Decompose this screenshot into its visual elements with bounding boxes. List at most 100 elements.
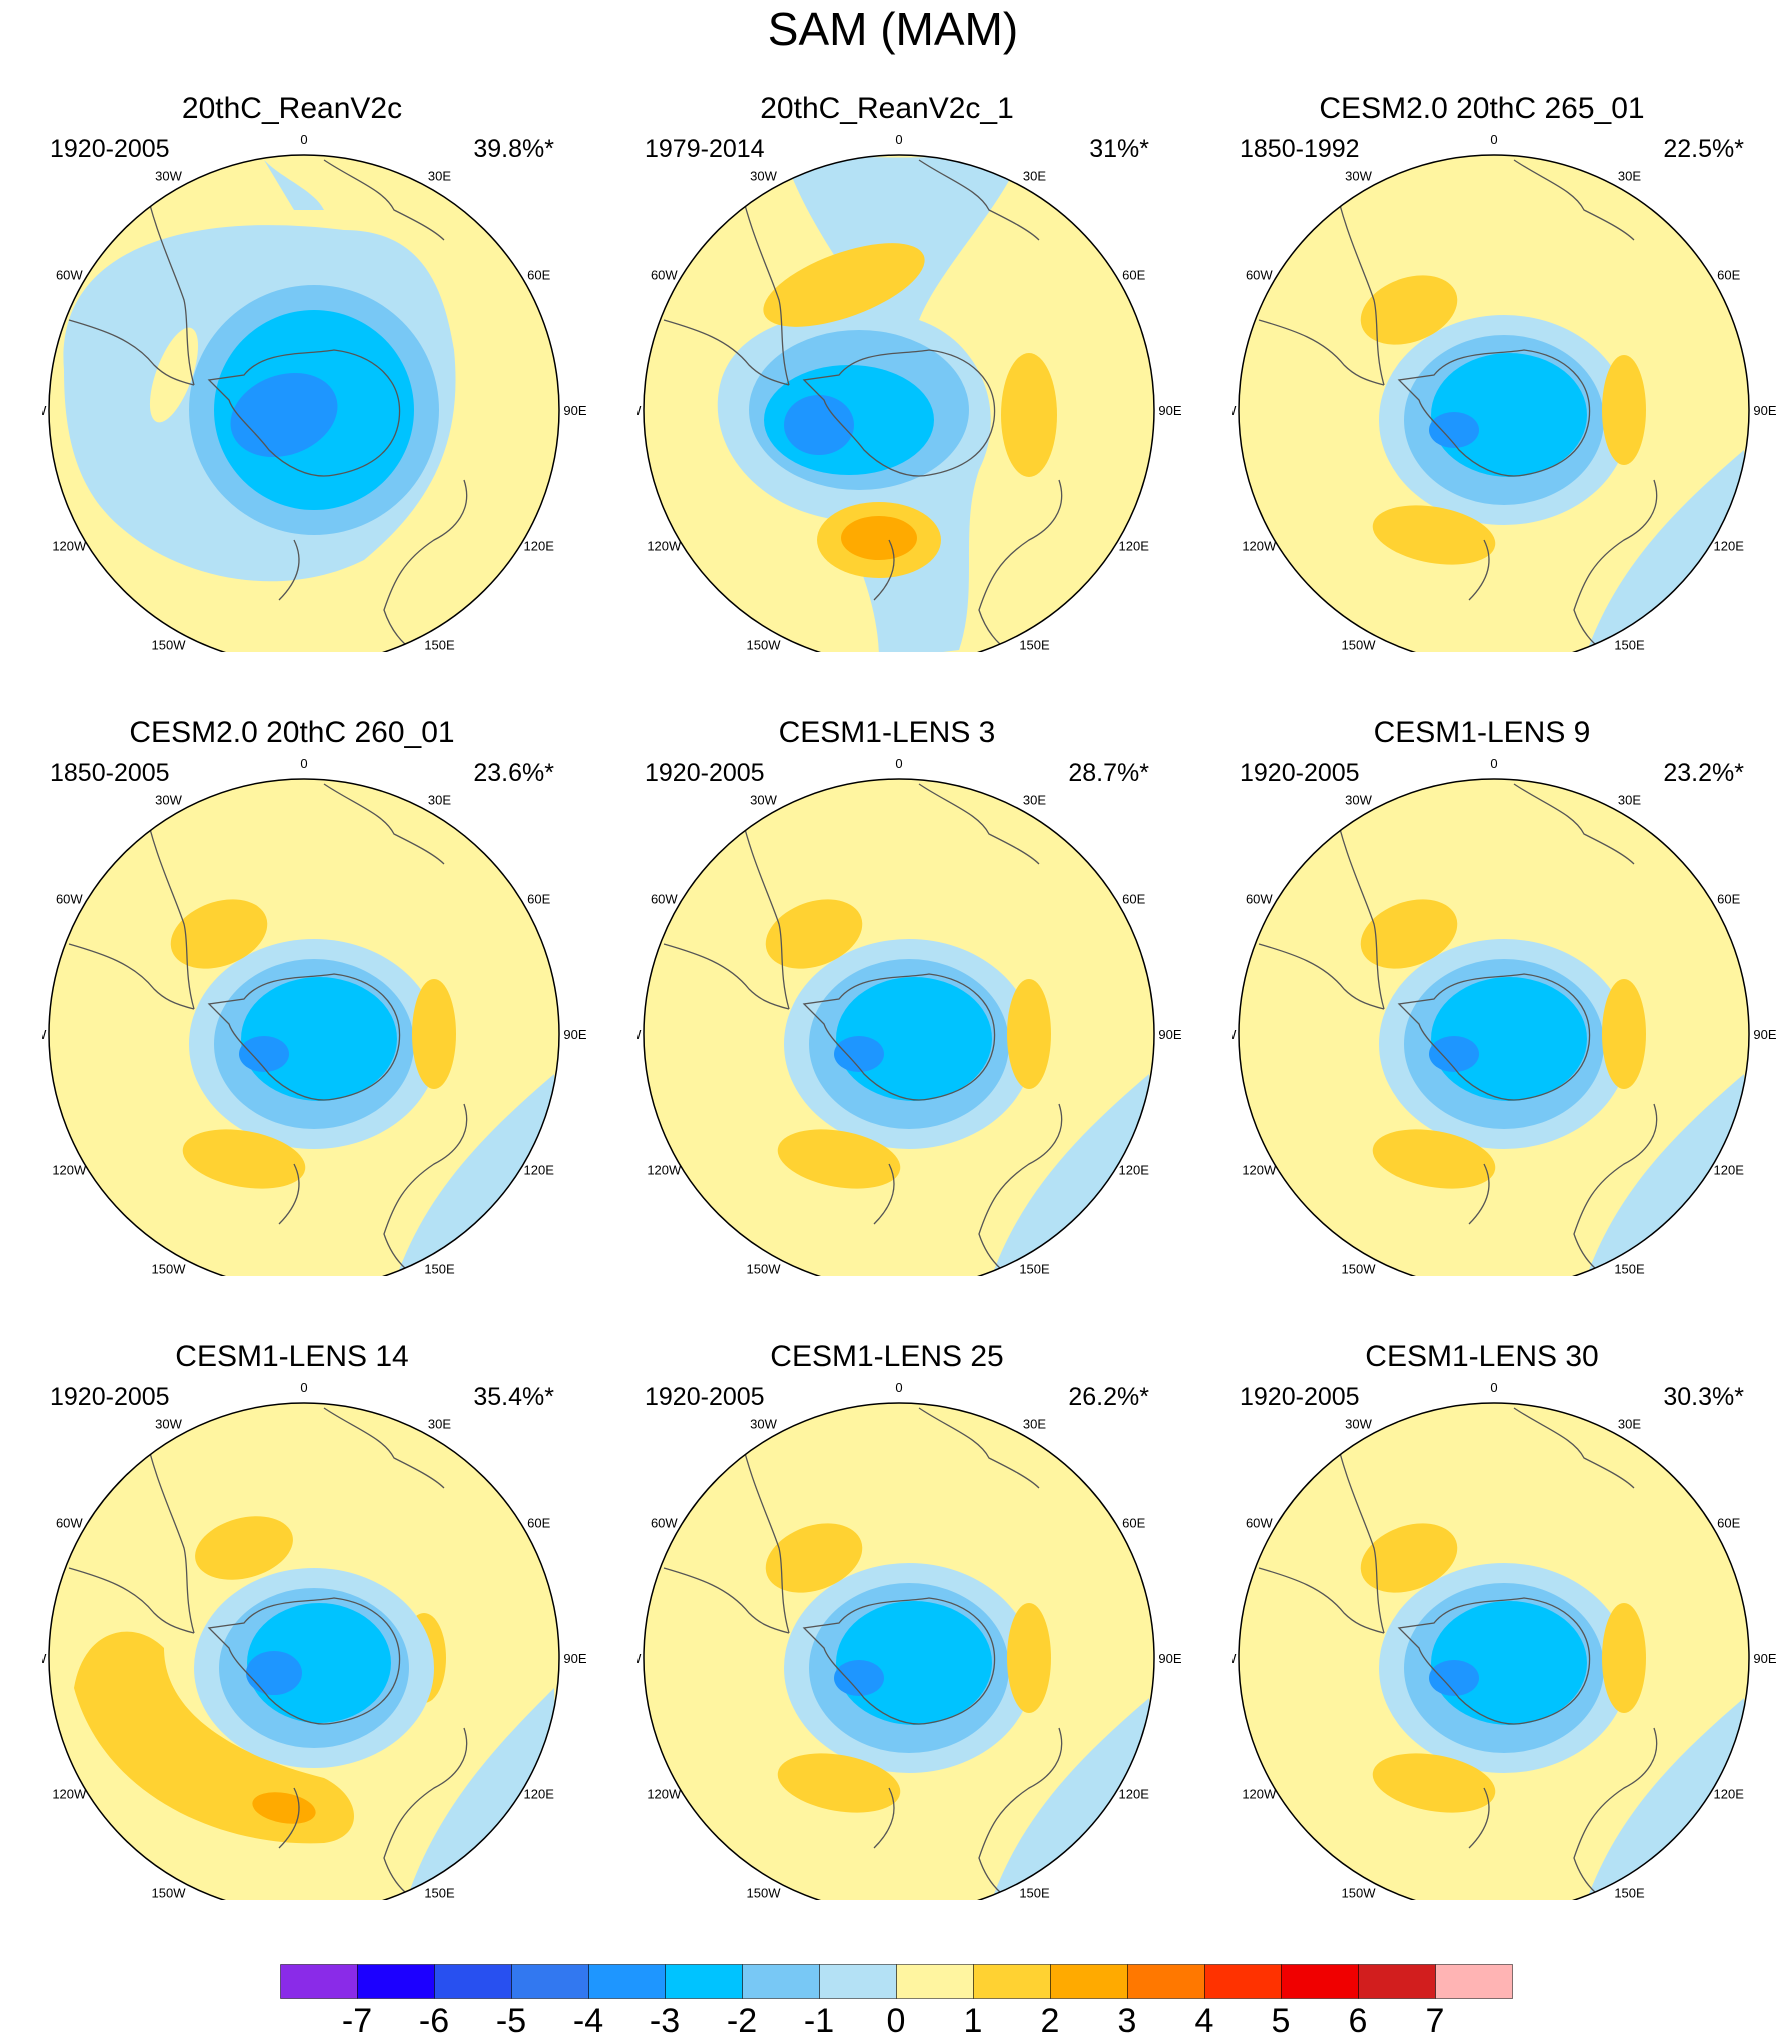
longitude-label: 60E: [1122, 1516, 1145, 1531]
contour-region: [1431, 1601, 1587, 1725]
contour-region: [239, 1036, 289, 1072]
coastline: [1333, 803, 1385, 1010]
coastline: [918, 159, 1040, 241]
contour-region: [1360, 275, 1458, 345]
longitude-label: 0: [300, 132, 307, 147]
colorbar-tick-label: 6: [1348, 2002, 1368, 2040]
colorbar-swatch: [1435, 1964, 1513, 1999]
contour-region: [841, 516, 917, 560]
longitude-label: 30W: [750, 168, 777, 183]
longitude-label: 0: [1490, 756, 1497, 771]
variance-label: 31%*: [1089, 135, 1149, 163]
longitude-label: 120E: [1119, 539, 1150, 554]
longitude-label: 120E: [524, 1787, 555, 1802]
contour-region: [765, 899, 863, 969]
map-border: [643, 778, 1155, 1276]
longitude-label: 60W: [651, 1516, 678, 1531]
contour-region: [182, 1129, 306, 1189]
colorbar-swatch: [1281, 1964, 1359, 1999]
longitude-label: 60W: [651, 268, 678, 283]
colorbar-tick-label: -5: [495, 2002, 527, 2040]
longitude-label: 30W: [1345, 1416, 1372, 1431]
map-border: [643, 1402, 1155, 1900]
period-label: 1979-2014: [645, 135, 765, 163]
coastline: [207, 349, 401, 477]
contour-region: [252, 1792, 316, 1824]
longitude-label: 90W: [637, 1027, 642, 1042]
coastline: [738, 803, 790, 1010]
coastline: [1513, 783, 1635, 865]
longitude-label: 90E: [1753, 1027, 1776, 1042]
longitude-label: 60W: [56, 268, 83, 283]
longitude-label: 150E: [1019, 1886, 1050, 1900]
map-border: [1238, 154, 1750, 652]
coastline: [1333, 1427, 1385, 1634]
contour-region: [1007, 1603, 1051, 1713]
variance-label: 39.8%*: [473, 135, 554, 163]
longitude-label: 150E: [1614, 1886, 1645, 1900]
contour-region: [763, 243, 925, 327]
contour-region: [834, 1036, 884, 1072]
longitude-label: 120W: [1242, 1163, 1277, 1178]
contour-region: [1429, 412, 1479, 448]
panel-title: CESM2.0 20thC 265_01: [1319, 92, 1645, 125]
colorbar-tick-label: -1: [803, 2002, 835, 2040]
colorbar-swatch: [973, 1964, 1051, 1999]
longitude-label: 90E: [563, 403, 586, 418]
colorbar-swatch: [588, 1964, 666, 1999]
longitude-label: 30W: [155, 792, 182, 807]
coastline: [1397, 1597, 1591, 1725]
longitude-label: 90E: [563, 1651, 586, 1666]
map-border: [643, 154, 1155, 652]
longitude-label: 30E: [1618, 792, 1641, 807]
longitude-label: 0: [300, 756, 307, 771]
longitude-label: 60W: [1246, 268, 1273, 283]
longitude-label: 120E: [1119, 1163, 1150, 1178]
contour-region: [394, 1074, 556, 1276]
colorbar-swatch: [742, 1964, 820, 1999]
longitude-label: 150W: [1342, 638, 1377, 652]
map-panel: 030E60E90E120E150E180150W120W90W60W30WCE…: [1232, 716, 1786, 1276]
colorbar-swatch: [896, 1964, 974, 1999]
longitude-label: 120W: [647, 539, 682, 554]
contour-region: [241, 977, 397, 1101]
coastline: [738, 179, 790, 386]
longitude-label: 90E: [1753, 403, 1776, 418]
period-label: 1920-2005: [645, 759, 765, 787]
contour-region: [1584, 1074, 1746, 1276]
coastline: [207, 973, 401, 1101]
coastline: [663, 319, 790, 386]
longitude-label: 30E: [428, 168, 451, 183]
longitude-label: 60E: [527, 892, 550, 907]
contour-region: [1584, 450, 1746, 652]
panel-title: 20thC_ReanV2c: [181, 92, 403, 125]
longitude-label: 60E: [1717, 1516, 1740, 1531]
colorbar-swatch: [511, 1964, 589, 1999]
contour-region: [777, 1129, 901, 1189]
longitude-label: 150E: [424, 638, 455, 652]
period-label: 1920-2005: [50, 1383, 170, 1411]
coastline: [68, 943, 195, 1010]
colorbar-tick-label: -7: [341, 2002, 373, 2040]
colorbar-tick-label: -2: [726, 2002, 758, 2040]
map-border: [1238, 778, 1750, 1276]
variance-label: 35.4%*: [473, 1383, 554, 1411]
longitude-label: 120E: [524, 1163, 555, 1178]
map-border: [48, 154, 560, 652]
coastline: [278, 539, 300, 601]
longitude-label: 120W: [52, 1787, 87, 1802]
coastline: [1468, 1163, 1490, 1225]
coastline: [1513, 1407, 1635, 1489]
longitude-label: 0: [895, 132, 902, 147]
longitude-label: 60W: [56, 1516, 83, 1531]
panel-title: CESM1-LENS 14: [175, 1340, 409, 1373]
coastline: [978, 479, 1063, 652]
map-panel: 030E60E90E120E150E180150W120W90W60W30W20…: [637, 92, 1197, 652]
colorbar-swatch: [819, 1964, 897, 1999]
coastline: [1573, 1727, 1658, 1900]
contour-region: [246, 1651, 302, 1695]
coastline: [383, 1103, 468, 1276]
coastline: [1258, 319, 1385, 386]
longitude-label: 90W: [42, 403, 47, 418]
longitude-label: 30W: [1345, 792, 1372, 807]
